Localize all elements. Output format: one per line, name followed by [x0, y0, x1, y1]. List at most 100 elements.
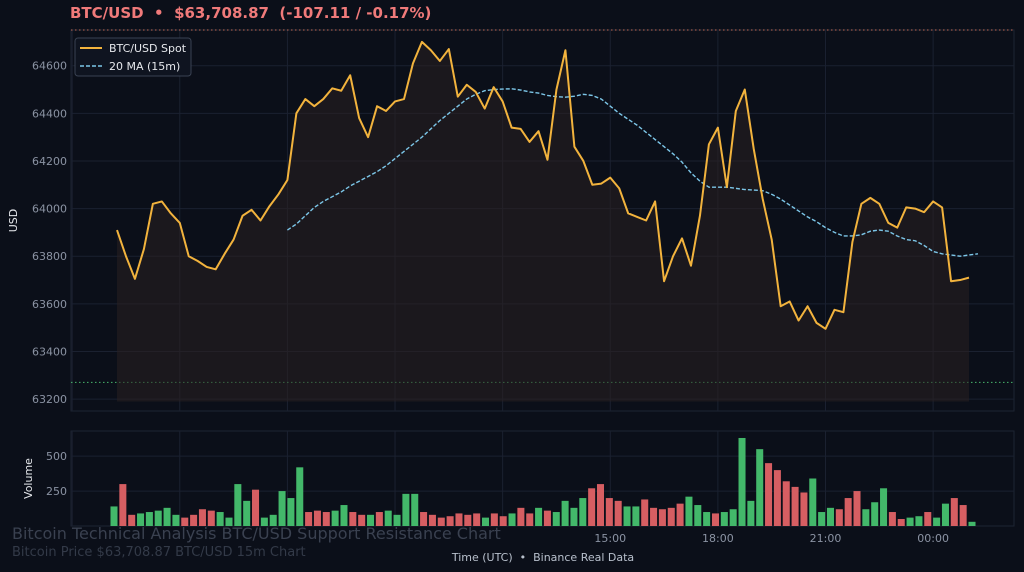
volume-bar	[782, 481, 790, 526]
volume-bar	[853, 491, 861, 526]
volume-y-axis-label: Volume	[22, 458, 35, 499]
price-tick-label: 63800	[32, 250, 67, 263]
volume-bar	[738, 437, 746, 526]
spot-area-fill	[117, 41, 969, 402]
volume-bar	[543, 510, 551, 526]
volume-bar	[605, 498, 613, 526]
price-tick-label: 63600	[32, 298, 67, 311]
volume-bar	[773, 470, 781, 526]
volume-bar	[579, 498, 587, 526]
volume-bar	[225, 517, 233, 526]
volume-bar	[897, 519, 905, 526]
volume-bar	[172, 514, 180, 526]
volume-bar	[694, 505, 702, 526]
volume-bar	[632, 506, 640, 526]
volume-bar	[818, 512, 826, 526]
volume-bar	[305, 512, 313, 526]
price-y-axis-label: USD	[7, 209, 20, 233]
chart-title: BTC/USD • $63,708.87 (-107.11 / -0.17%)	[70, 4, 432, 22]
spot-series-line	[116, 40, 970, 330]
volume-tick-label: 250	[46, 485, 67, 498]
volume-bar	[711, 513, 719, 526]
volume-bar	[190, 514, 198, 526]
ma-series-line	[287, 88, 979, 257]
volume-bar	[862, 509, 870, 526]
volume-bar	[685, 496, 693, 526]
volume-bar	[800, 492, 808, 526]
volume-bar	[128, 514, 136, 526]
volume-bar	[499, 516, 507, 526]
volume-panel: 250 500 Volume 15:00 18:00 21:00 00:00	[22, 430, 1015, 545]
volume-bar	[402, 493, 410, 526]
volume-bar	[596, 484, 605, 526]
volume-bar	[278, 491, 286, 526]
volume-bar	[313, 510, 321, 526]
volume-bar	[614, 500, 622, 526]
volume-bar	[641, 499, 649, 526]
volume-bar	[526, 513, 534, 526]
volume-bar	[880, 488, 888, 526]
x-tick-label: 18:00	[702, 532, 734, 545]
volume-bar	[570, 507, 578, 526]
legend-box	[74, 37, 192, 77]
volume-bar	[747, 500, 755, 526]
volume-bar	[243, 500, 251, 526]
x-tick-label: 00:00	[917, 532, 949, 545]
watermark-title: Bitcoin Technical Analysis BTC/USD Suppo…	[12, 524, 501, 543]
volume-bar	[296, 467, 304, 526]
x-tick-label: 21:00	[810, 532, 842, 545]
volume-bar	[322, 512, 330, 526]
volume-bar	[729, 509, 737, 526]
volume-bar	[252, 489, 260, 526]
volume-bar	[703, 512, 711, 526]
volume-bar	[420, 512, 428, 526]
volume-bar	[950, 498, 958, 526]
price-tick-label: 64600	[32, 60, 67, 73]
volume-bar	[561, 500, 569, 526]
volume-bar	[791, 486, 799, 526]
x-tick-label: 15:00	[594, 532, 626, 545]
volume-bar	[924, 512, 932, 526]
volume-bar	[915, 516, 923, 526]
volume-bar	[941, 503, 949, 526]
legend-spot-label: BTC/USD Spot	[109, 42, 187, 55]
volume-bar	[835, 509, 843, 526]
volume-bar	[269, 514, 277, 526]
volume-bar	[446, 516, 454, 526]
volume-bar	[393, 514, 401, 526]
volume-bar	[464, 514, 472, 526]
volume-bar	[207, 510, 215, 526]
chart-legend: BTC/USD Spot 20 MA (15m)	[74, 37, 192, 77]
volume-bar	[623, 506, 631, 526]
volume-bar	[676, 503, 684, 526]
volume-bar	[181, 517, 189, 526]
volume-bar	[110, 506, 118, 526]
volume-bar	[490, 513, 498, 526]
x-axis-label: Time (UTC) • Binance Real Data	[451, 551, 635, 564]
volume-bar	[437, 517, 445, 526]
volume-bar	[473, 513, 481, 526]
volume-bar	[411, 493, 419, 526]
volume-bar	[137, 513, 145, 526]
volume-bar	[888, 512, 896, 526]
volume-bar	[198, 509, 206, 526]
volume-bar	[340, 505, 348, 526]
volume-bar	[535, 507, 543, 526]
watermark-subtitle: Bitcoin Price $63,708.87 BTC/USD 15m Cha…	[12, 545, 306, 560]
volume-bar	[667, 507, 675, 526]
volume-bar	[358, 514, 366, 526]
volume-bar	[844, 498, 852, 526]
volume-bar	[871, 502, 879, 526]
volume-bar	[481, 517, 490, 526]
volume-bar	[260, 517, 268, 526]
volume-bar	[349, 512, 357, 526]
volume-bar	[154, 510, 162, 526]
volume-bar	[234, 484, 242, 526]
volume-bar	[765, 463, 773, 526]
volume-bar	[517, 507, 525, 526]
volume-bar	[756, 449, 764, 526]
legend-ma-label: 20 MA (15m)	[109, 60, 180, 73]
volume-bar	[906, 517, 914, 526]
price-tick-label: 64000	[32, 203, 67, 216]
